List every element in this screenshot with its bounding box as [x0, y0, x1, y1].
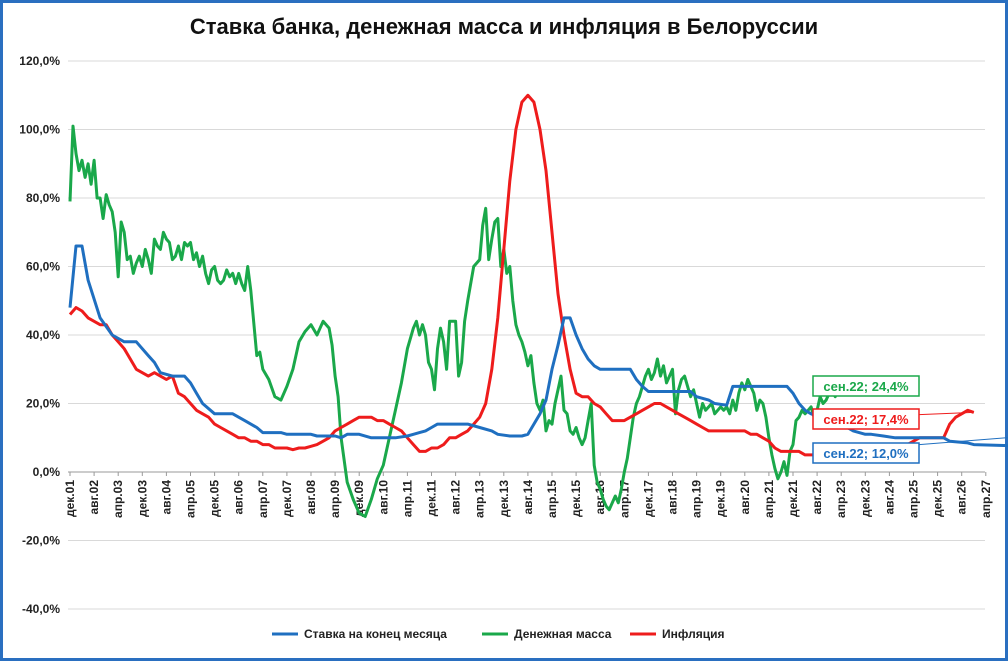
- x-tick-label: дек.21: [786, 480, 800, 517]
- callout-text: сен.22; 12,0%: [823, 446, 909, 461]
- x-tick-label: апр.05: [184, 480, 198, 518]
- x-tick-label: дек.03: [135, 480, 149, 517]
- y-tick-label: 80,0%: [26, 191, 60, 205]
- gridlines: [68, 60, 985, 610]
- y-tick-label: 100,0%: [19, 123, 60, 137]
- callout-label: сен.22; 24,4%: [812, 375, 920, 397]
- x-tick-label: апр.09: [328, 480, 342, 518]
- legend-label: Денежная масса: [514, 627, 612, 641]
- x-tick-label: авг.22: [810, 480, 824, 515]
- x-tick-label: дек.15: [569, 480, 583, 517]
- x-tick-label: апр.21: [762, 480, 776, 518]
- x-tick-label: апр.11: [400, 480, 414, 518]
- x-tick-label: авг.20: [738, 480, 752, 515]
- callout-label: сен.22; 17,4%: [812, 408, 974, 430]
- y-tick-label: -40,0%: [22, 602, 60, 616]
- x-tick-label: апр.25: [907, 480, 921, 518]
- x-tick-label: авг.16: [593, 480, 607, 515]
- x-tick-label: апр.23: [834, 480, 848, 518]
- y-tick-label: 40,0%: [26, 328, 60, 342]
- y-tick-label: -20,0%: [22, 534, 60, 548]
- legend-entry: Ставка на конец месяца: [272, 627, 447, 641]
- x-tick-label: дек.13: [497, 480, 511, 517]
- x-tick-label: авг.08: [304, 480, 318, 515]
- x-tick-label: апр.07: [256, 480, 270, 518]
- x-tick-label: авг.24: [882, 480, 896, 515]
- x-tick-label: авг.06: [232, 480, 246, 515]
- x-tick-label: апр.03: [111, 480, 125, 518]
- x-tick-label: дек.17: [641, 480, 655, 517]
- series-line-rate: [68, 244, 1008, 447]
- x-tick-label: дек.07: [280, 480, 294, 517]
- x-tick-label: апр.19: [690, 480, 704, 518]
- y-tick-label: 60,0%: [26, 260, 60, 274]
- series-line-money-supply: [68, 124, 840, 518]
- x-tick-label: дек.11: [425, 480, 439, 517]
- callout-text: сен.22; 24,4%: [823, 379, 909, 394]
- y-tick-label: 20,0%: [26, 397, 60, 411]
- x-tick-label: дек.19: [714, 480, 728, 517]
- x-tick-label: авг.02: [87, 480, 101, 515]
- x-tick-label: апр.15: [545, 480, 559, 518]
- x-tick-label: апр.27: [979, 480, 993, 518]
- x-tick-label: дек.05: [208, 480, 222, 517]
- x-tick-label: авг.10: [376, 480, 390, 515]
- x-tick-label: авг.18: [666, 480, 680, 515]
- x-tick-label: авг.12: [449, 480, 463, 515]
- callout-text: сен.22; 17,4%: [823, 412, 909, 427]
- y-tick-label: 120,0%: [19, 54, 60, 68]
- y-tick-label: 0,0%: [33, 465, 61, 479]
- x-tick-label: авг.26: [955, 480, 969, 515]
- legend-entry: Денежная масса: [482, 627, 612, 641]
- x-tick-label: дек.25: [931, 480, 945, 517]
- legend-label: Инфляция: [662, 627, 724, 641]
- x-tick-label: апр.13: [473, 480, 487, 518]
- x-tick-label: дек.01: [63, 480, 77, 517]
- x-tick-label: авг.04: [159, 480, 173, 515]
- x-tick-label: авг.14: [521, 480, 535, 515]
- chart-title: Ставка банка, денежная масса и инфляция …: [189, 14, 819, 39]
- callout-label: сен.22; 12,0%: [812, 437, 1008, 464]
- legend-label: Ставка на конец месяца: [304, 627, 447, 641]
- x-tick-label: дек.23: [858, 480, 872, 517]
- legend-entry: Инфляция: [630, 627, 724, 641]
